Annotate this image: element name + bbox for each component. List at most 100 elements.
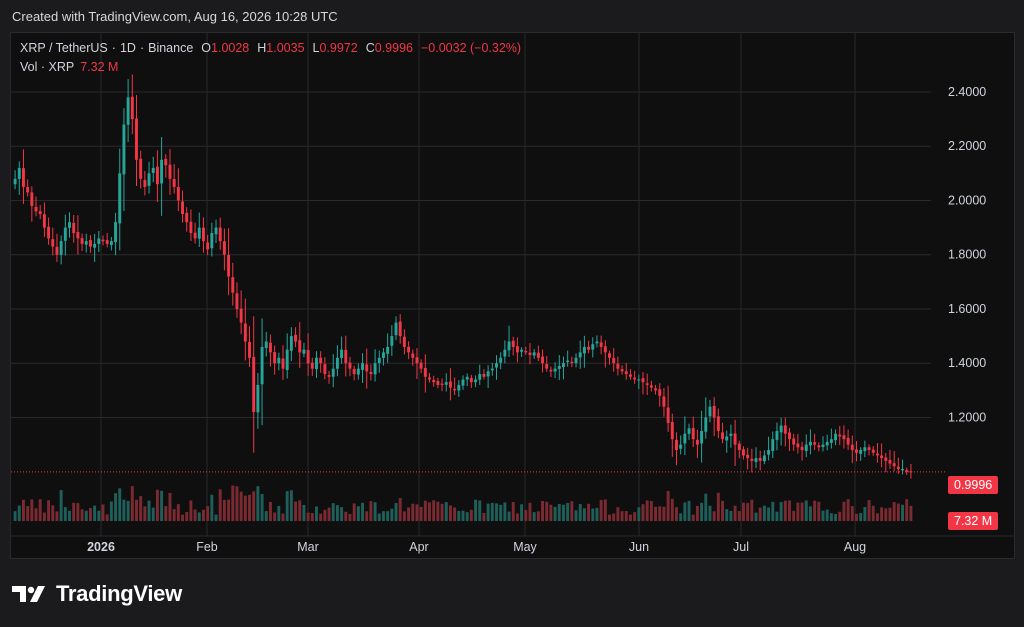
- candle-body: [302, 349, 306, 354]
- candle-body: [557, 365, 561, 369]
- volume-bar: [679, 513, 683, 521]
- candle-body: [675, 439, 678, 451]
- candle-body: [260, 346, 264, 385]
- volume-bar: [88, 507, 92, 521]
- candle-body: [884, 457, 888, 461]
- volume-bar: [683, 502, 687, 521]
- candle-body: [762, 455, 766, 462]
- candle-body: [474, 379, 478, 383]
- candle-body: [139, 158, 143, 179]
- legend-volume-label[interactable]: Vol · XRP: [20, 60, 75, 74]
- candle-body: [457, 384, 461, 391]
- volume-bar: [733, 505, 737, 521]
- candle-body: [645, 383, 649, 385]
- candle-body: [327, 375, 331, 377]
- candle-body: [562, 363, 565, 368]
- candle-body: [746, 454, 750, 459]
- volume-bar: [294, 501, 298, 521]
- volume-bar: [315, 506, 318, 521]
- candle-body: [612, 357, 616, 364]
- candle-body: [553, 368, 557, 372]
- candles-layer: [13, 74, 913, 479]
- volume-bar: [160, 490, 164, 521]
- candle-body: [754, 458, 758, 462]
- volume-bar: [465, 512, 469, 521]
- volume-bar: [176, 504, 180, 521]
- volume-bar: [306, 512, 310, 521]
- volume-bar: [461, 510, 465, 521]
- volume-bar: [356, 506, 360, 521]
- candle-body: [729, 433, 733, 436]
- candle-body: [373, 363, 377, 375]
- volume-bar: [813, 500, 817, 521]
- candle-body: [624, 371, 628, 375]
- volume-bar: [499, 504, 503, 521]
- candle-body: [273, 352, 277, 364]
- candle-body: [855, 449, 858, 453]
- volume-bar: [574, 510, 578, 521]
- candle-body: [356, 368, 360, 375]
- volume-bar: [750, 499, 754, 521]
- legend-separator: ·: [111, 41, 116, 55]
- tradingview-brand[interactable]: TradingView: [56, 581, 182, 606]
- candle-body: [654, 388, 658, 391]
- volume-bar: [737, 511, 741, 521]
- volume-bar: [76, 503, 80, 521]
- candle-body: [515, 346, 519, 353]
- chart-frame[interactable]: 1.2000 1.4000 1.6000 1.8000 2.0000 2.2000 2.40…: [10, 32, 1015, 559]
- tradingview-footer: TradingView: [12, 578, 182, 610]
- candle-body: [428, 377, 431, 380]
- candle-body: [185, 212, 189, 223]
- candle-body: [808, 441, 812, 446]
- volume-bar: [859, 512, 863, 521]
- volume-bar: [566, 502, 570, 521]
- volume-bar: [109, 501, 113, 521]
- volume-bar: [151, 507, 155, 521]
- legend-symbol[interactable]: XRP / TetherUS: [20, 41, 108, 55]
- candle-body: [432, 379, 436, 383]
- volume-bar: [17, 505, 21, 521]
- candle-body: [172, 178, 176, 187]
- volume-bar: [411, 503, 415, 521]
- candle-body: [846, 437, 850, 445]
- candle-body: [101, 239, 105, 242]
- candle-body: [352, 368, 356, 375]
- candlestick-chart[interactable]: 1.2000 1.4000 1.6000 1.8000 2.0000 2.2000 2.40…: [11, 33, 1014, 558]
- candle-body: [97, 238, 101, 244]
- candle-body: [892, 463, 896, 467]
- last-price-tag: 0.9996: [948, 476, 999, 494]
- volume-bar: [327, 507, 331, 521]
- volume-bar: [545, 501, 549, 521]
- candle-body: [603, 346, 607, 353]
- legend-open-value: 1.0028: [211, 41, 250, 55]
- volume-bar: [118, 488, 122, 521]
- volume-bar: [829, 513, 833, 521]
- legend-interval[interactable]: 1D: [119, 41, 136, 55]
- volume-bar: [591, 508, 595, 521]
- x-tick-label: Jul: [733, 540, 749, 554]
- volume-bar: [825, 509, 829, 521]
- volume-bar: [189, 500, 193, 521]
- candle-body: [704, 417, 708, 432]
- volume-bar: [478, 500, 482, 521]
- candle-body: [495, 363, 498, 368]
- candle-body: [222, 241, 226, 255]
- candle-body: [310, 362, 314, 369]
- volume-bar: [721, 500, 724, 521]
- volume-bar: [892, 502, 896, 521]
- volume-bar: [612, 513, 616, 521]
- candle-body: [721, 432, 724, 440]
- candle-body: [323, 364, 327, 375]
- volume-bar: [553, 506, 557, 521]
- candle-body: [151, 167, 155, 173]
- candle-body: [574, 357, 578, 364]
- tradingview-logo-icon: [12, 586, 45, 602]
- candle-body: [294, 334, 298, 342]
- candle-body: [712, 405, 716, 418]
- volume-bar: [587, 503, 591, 521]
- volume-bar: [22, 499, 25, 521]
- candle-body: [771, 439, 775, 451]
- x-tick-label: Mar: [297, 540, 319, 554]
- volume-bar: [369, 501, 373, 521]
- candle-body: [687, 428, 691, 434]
